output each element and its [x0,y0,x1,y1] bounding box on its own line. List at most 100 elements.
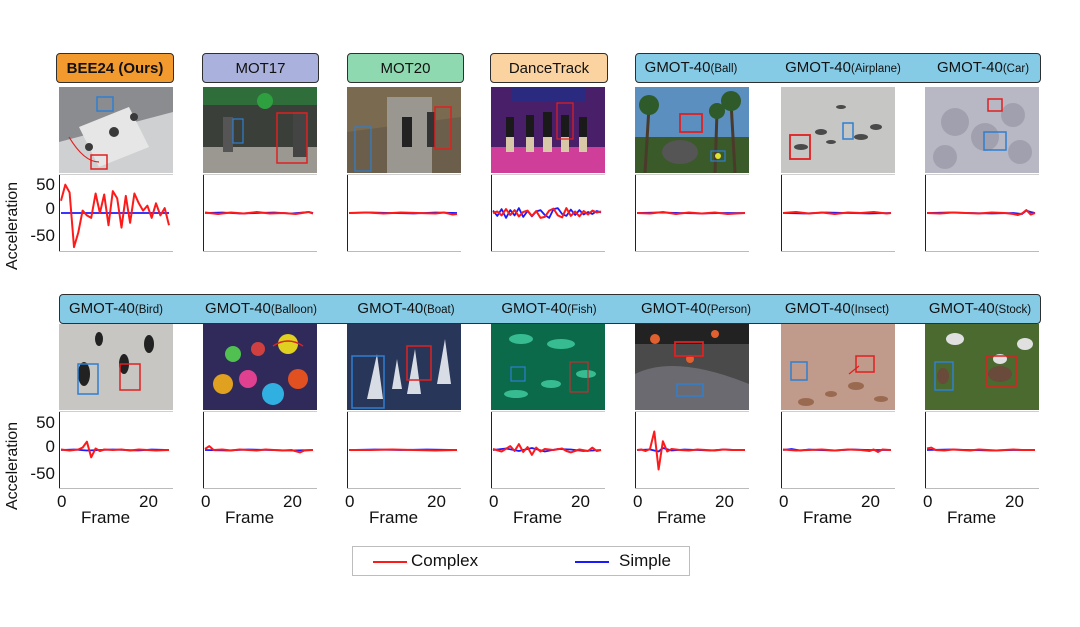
sailboats-icon [347,324,461,410]
complex-series-line [348,211,458,216]
plot-panel [925,174,1039,252]
header-mot20: MOT20 [347,53,464,83]
plot-panel [491,411,605,489]
complex-series-line [636,430,745,471]
xtick-0: 0 [345,492,355,511]
plot-panel [925,411,1039,489]
plot-panel [491,174,605,252]
legend-simple-line [575,561,609,563]
ytick-row2-neg50: -50 [30,464,55,483]
ball-sports-icon [635,87,749,173]
ytick-row1-50: 50 [36,175,55,194]
ytick-row2-0: 0 [46,437,55,456]
gmot40-fish-label: GMOT-40(Fish) [501,300,596,317]
ytick-row1-0: 0 [46,199,55,218]
insects-icon [781,324,895,410]
gmot40-person-label: GMOT-40(Person) [641,300,751,317]
gmot40-insect-suffix: (Insect) [850,304,890,316]
complex-series-line [926,209,1036,216]
gmot40-person-suffix: (Person) [706,304,751,316]
xtick-20: 20 [715,492,734,511]
gmot40-ball-suffix: (Ball) [710,63,738,75]
gmot40-stock-label: GMOT-40(Stock) [929,300,1031,317]
ylabel-row1: Acceleration [4,182,21,270]
xlabel-frame: Frame [369,508,419,527]
plot-panel [203,411,317,489]
plot-panel [347,411,461,489]
complex-series-line [492,207,602,219]
parachute-people-icon [635,324,749,410]
xtick-0: 0 [633,492,643,511]
xtick-20: 20 [861,492,880,511]
header-bee24: BEE24 (Ours) [56,53,174,83]
ylabel-row2: Acceleration [4,422,21,510]
gmot40-ball-prefix: GMOT-40 [644,59,711,76]
gmot40-balloon-suffix: (Balloon) [270,304,317,316]
plot-panel [635,411,749,489]
gmot40-airplane-prefix: GMOT-40 [785,59,851,76]
xlabel-frame: Frame [657,508,707,527]
legend-simple-label: Simple [619,551,671,570]
xtick-20: 20 [427,492,446,511]
gmot40-insect-label: GMOT-40(Insect) [785,300,889,317]
dancers-icon [491,87,605,173]
plot-panel [59,411,173,489]
gmot40-car-label: GMOT-40(Car) [937,59,1029,76]
header-dancetrack: DanceTrack [490,53,608,83]
xtick-20: 20 [1005,492,1024,511]
station-crowd-icon [347,87,461,173]
complex-series-line [782,448,892,453]
gmot40-balloon-prefix: GMOT-40 [205,300,271,317]
xtick-0: 0 [201,492,211,511]
gmot40-boat-label: GMOT-40(Boat) [357,300,454,317]
complex-series-line [782,211,892,215]
gmot40-bird-label: GMOT-40(Bird) [69,300,163,317]
plot-panel [59,174,173,252]
header-mot17: MOT17 [202,53,319,83]
simple-series-line [492,207,602,219]
xlabel-frame: Frame [81,508,131,527]
xtick-0: 0 [489,492,499,511]
complex-series-line [492,443,602,456]
bees-icon [59,87,173,173]
gmot40-person-prefix: GMOT-40 [641,300,707,317]
complex-series-line [349,448,458,452]
legend: Complex Simple [352,546,690,576]
xlabel-frame: Frame [803,508,853,527]
cars-icon [925,87,1039,173]
complex-series-line [60,440,170,459]
ytick-row2-50: 50 [36,413,55,432]
legend-complex-line [373,561,407,563]
xlabel-frame: Frame [947,508,997,527]
gmot40-bird-prefix: GMOT-40 [69,300,135,317]
xtick-0: 0 [923,492,933,511]
gmot40-insect-prefix: GMOT-40 [784,300,851,317]
gmot40-airplane-suffix: (Airplane) [851,63,901,75]
xtick-20: 20 [139,492,158,511]
complex-series-line [926,446,1035,452]
plot-panel [203,174,317,252]
gmot40-header-band-row1 [635,53,1041,83]
penguins-icon [59,324,173,410]
street-crowd-icon [203,87,317,173]
plot-panel [781,411,895,489]
balloons-icon [203,324,317,410]
xtick-20: 20 [571,492,590,511]
gmot40-airplane-label: GMOT-40(Airplane) [785,59,901,76]
fish-icon [491,324,605,410]
gmot40-boat-prefix: GMOT-40 [357,300,424,317]
xtick-20: 20 [283,492,302,511]
gmot40-fish-suffix: (Fish) [567,304,597,316]
complex-series-line [204,445,314,454]
xlabel-frame: Frame [513,508,563,527]
ytick-row1-neg50: -50 [30,226,55,245]
plot-panel [347,174,461,252]
gmot40-bird-suffix: (Bird) [134,304,163,316]
gmot40-boat-suffix: (Boat) [423,304,455,316]
gmot40-fish-prefix: GMOT-40 [501,300,568,317]
gmot40-balloon-label: GMOT-40(Balloon) [205,300,317,317]
plot-panel [635,174,749,252]
complex-series-line [636,211,746,215]
plot-panel [781,174,895,252]
gmot40-stock-prefix: GMOT-40 [928,300,995,317]
